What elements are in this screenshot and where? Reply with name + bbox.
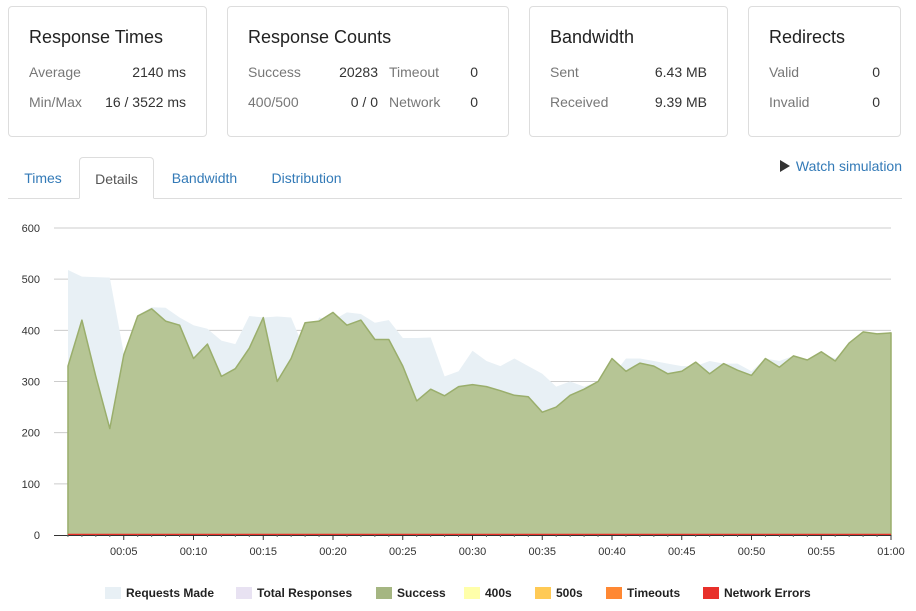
y-tick-label: 200 [22,428,40,440]
legend-swatch-total-responses [236,587,252,599]
legend-label-400s: 400s [485,586,512,600]
y-tick-label: 300 [22,377,40,389]
minmax-value: 16 / 3522 ms [105,94,186,110]
invalid-value: 0 [872,94,880,110]
errors-400-500-label: 400/500 [248,94,299,110]
tab-details[interactable]: Details [79,157,154,199]
sent-label: Sent [550,64,579,80]
redirects-card: Redirects Valid 0 Invalid 0 [748,6,901,137]
legend-label-timeouts: Timeouts [627,586,681,600]
x-tick-label: 00:30 [459,546,487,558]
response-times-card: Response Times Average 2140 ms Min/Max 1… [8,6,207,137]
network-value: 0 [470,94,478,110]
x-tick-label: 00:25 [389,546,417,558]
legend-swatch-network-errors [703,587,719,599]
tab-bandwidth[interactable]: Bandwidth [171,170,238,186]
legend-swatch-500s [535,587,551,599]
received-label: Received [550,94,609,110]
redirects-title: Redirects [769,27,846,47]
response-times-title: Response Times [29,27,164,47]
chart-legend: Requests Made Total Responses Success 40… [0,586,916,604]
legend-success[interactable]: Success [376,586,446,604]
legend-requests-made[interactable]: Requests Made [105,586,214,604]
x-tick-label: 00:55 [807,546,835,558]
x-tick-label: 00:20 [319,546,347,558]
legend-500s[interactable]: 500s [535,586,583,604]
tabs-divider [8,198,902,199]
x-tick-label: 00:10 [180,546,208,558]
y-tick-label: 100 [22,479,40,491]
legend-network-errors[interactable]: Network Errors [703,586,811,604]
legend-label-total-responses: Total Responses [257,586,353,600]
legend-swatch-requests-made [105,587,121,599]
average-label: Average [29,64,81,80]
watch-simulation-link[interactable]: Watch simulation [779,158,902,174]
sent-value: 6.43 MB [654,64,707,80]
response-counts-title: Response Counts [248,27,392,47]
success-label: Success [248,64,301,80]
timeout-label: Timeout [389,64,440,80]
valid-value: 0 [872,64,880,80]
invalid-label: Invalid [769,94,810,110]
x-tick-label: 00:40 [598,546,626,558]
legend-swatch-success [376,587,392,599]
play-icon [779,160,790,172]
bandwidth-title: Bandwidth [550,27,635,47]
x-tick-label: 00:35 [528,546,556,558]
x-tick-label: 00:15 [249,546,277,558]
y-tick-label: 400 [22,325,40,337]
y-tick-label: 500 [22,274,40,286]
tab-times[interactable]: Times [24,170,62,186]
x-tick-label: 01:00 [877,546,905,558]
x-tick-label: 00:50 [738,546,766,558]
legend-label-500s: 500s [556,586,583,600]
bandwidth-card: Bandwidth Sent 6.43 MB Received 9.39 MB [529,6,728,137]
legend-label-requests-made: Requests Made [126,586,215,600]
errors-400-500-value: 0 / 0 [350,94,378,110]
minmax-label: Min/Max [29,94,82,110]
legend-label-success: Success [397,586,446,600]
series-area-success [67,308,892,536]
legend-total-responses[interactable]: Total Responses [236,586,352,604]
legend-swatch-timeouts [606,587,622,599]
legend-label-network-errors: Network Errors [724,586,811,600]
valid-label: Valid [769,64,800,80]
legend-400s[interactable]: 400s [464,586,512,604]
y-tick-label: 0 [34,530,40,542]
legend-timeouts[interactable]: Timeouts [606,586,680,604]
network-label: Network [389,94,441,110]
legend-swatch-400s [464,587,480,599]
timeout-value: 0 [470,64,478,80]
response-counts-card: Response Counts Success 20283 Timeout 0 … [227,6,509,137]
received-value: 9.39 MB [654,94,707,110]
average-value: 2140 ms [132,64,186,80]
watch-simulation-label: Watch simulation [795,158,902,174]
y-tick-label: 600 [22,223,40,235]
x-tick-label: 00:45 [668,546,696,558]
x-tick-label: 00:05 [110,546,138,558]
success-value: 20283 [339,64,378,80]
details-chart: 0 100 200 300 400 500 600 00:05 00:10 00:15 00:20 0… [22,223,905,558]
tab-distribution[interactable]: Distribution [271,170,342,186]
